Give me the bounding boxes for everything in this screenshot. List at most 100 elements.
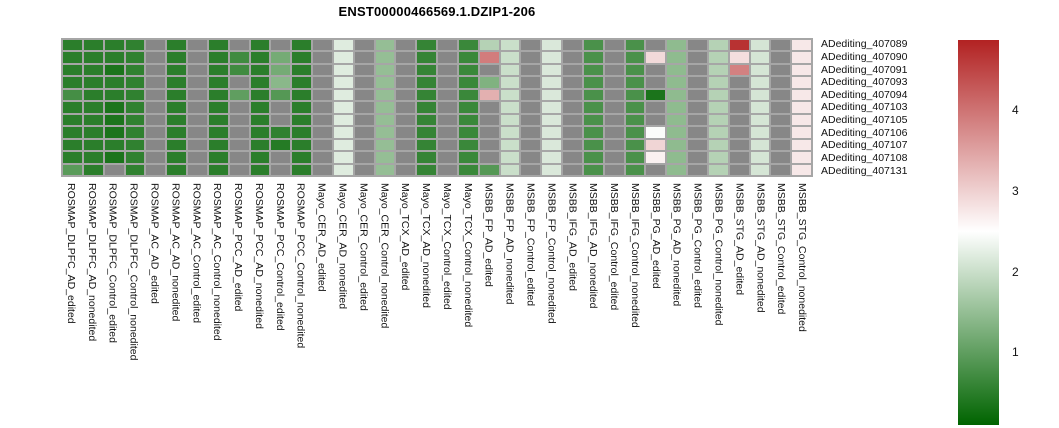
- heatmap-cell: [646, 52, 666, 63]
- column-label: Mayo_CER_Control_edited: [357, 183, 370, 311]
- heatmap-cell: [688, 164, 707, 175]
- heatmap-cell: [354, 64, 374, 76]
- heatmap-cell: [167, 152, 186, 163]
- heatmap-cell: [521, 52, 541, 63]
- column-label: MSBB_PG_Control_edited: [691, 183, 704, 308]
- heatmap-cell: [333, 40, 353, 51]
- heatmap-cell: [417, 52, 436, 63]
- heatmap-cell: [396, 164, 416, 175]
- heatmap-cell: [458, 64, 478, 76]
- heatmap-cell: [313, 114, 332, 126]
- heatmap-cell: [125, 64, 145, 76]
- heatmap-cell: [271, 102, 291, 113]
- heatmap-cell: [646, 152, 666, 163]
- heatmap-cell: [521, 152, 541, 163]
- heatmap-cell: [542, 77, 561, 88]
- heatmap-cell: [250, 64, 270, 76]
- heatmap-cell: [708, 40, 728, 51]
- row-label: ADediting_407103: [821, 101, 908, 114]
- heatmap-cell: [563, 102, 582, 113]
- heatmap-cell: [167, 89, 186, 101]
- heatmap-cell: [458, 164, 478, 175]
- heatmap-cell: [729, 139, 749, 151]
- heatmap-cell: [63, 52, 82, 63]
- heatmap-cell: [458, 152, 478, 163]
- heatmap-cell: [292, 139, 311, 151]
- heatmap-cell: [333, 164, 353, 175]
- heatmap-cell: [313, 40, 332, 51]
- heatmap-cell: [292, 152, 311, 163]
- heatmap-cell: [500, 152, 520, 163]
- heatmap-cell: [83, 89, 103, 101]
- column-label: MSBB_FP_AD_nonedited: [503, 183, 516, 305]
- heatmap-cell: [104, 77, 124, 88]
- heatmap-cell: [438, 102, 457, 113]
- heatmap-cell: [271, 52, 291, 63]
- heatmap-cell: [646, 89, 666, 101]
- heatmap-cell: [458, 139, 478, 151]
- heatmap-cell: [479, 164, 499, 175]
- heatmap-cell: [771, 52, 791, 63]
- heatmap-cell: [271, 89, 291, 101]
- heatmap-cell: [604, 139, 624, 151]
- heatmap-cell: [354, 139, 374, 151]
- heatmap-cell: [583, 152, 603, 163]
- column-label: ROSMAP_DLPFC_Control_edited: [106, 183, 119, 343]
- heatmap-cell: [396, 102, 416, 113]
- heatmap-cell: [83, 52, 103, 63]
- heatmap-cell: [771, 102, 791, 113]
- heatmap-cell: [583, 139, 603, 151]
- heatmap-cell: [188, 114, 207, 126]
- heatmap-cell: [500, 127, 520, 138]
- heatmap-cell: [500, 77, 520, 88]
- heatmap-cell: [458, 40, 478, 51]
- heatmap-cell: [458, 89, 478, 101]
- heatmap-cell: [229, 164, 249, 175]
- heatmap-cell: [458, 52, 478, 63]
- row-label: ADediting_407108: [821, 152, 908, 165]
- heatmap-cell: [667, 52, 686, 63]
- heatmap-cell: [83, 102, 103, 113]
- heatmap-cell: [417, 102, 436, 113]
- heatmap-cell: [521, 127, 541, 138]
- heatmap-cell: [750, 77, 770, 88]
- heatmap-cell: [167, 164, 186, 175]
- heatmap-cell: [396, 139, 416, 151]
- heatmap-cell: [396, 52, 416, 63]
- heatmap-cell: [167, 102, 186, 113]
- heatmap-cell: [583, 52, 603, 63]
- heatmap-cell: [479, 89, 499, 101]
- column-label: ROSMAP_PCC_Control_nonedited: [294, 183, 307, 349]
- heatmap-cell: [250, 77, 270, 88]
- heatmap-cell: [146, 77, 166, 88]
- heatmap-cell: [583, 89, 603, 101]
- heatmap-cell: [229, 102, 249, 113]
- heatmap-cell: [188, 152, 207, 163]
- heatmap-cell: [188, 64, 207, 76]
- heatmap-cell: [104, 40, 124, 51]
- heatmap-cell: [792, 40, 811, 51]
- heatmap-cell: [250, 164, 270, 175]
- heatmap-cell: [125, 77, 145, 88]
- heatmap-cell: [292, 102, 311, 113]
- heatmap-cell: [542, 127, 561, 138]
- heatmap-cell: [396, 77, 416, 88]
- heatmap-cell: [63, 40, 82, 51]
- heatmap-cell: [146, 164, 166, 175]
- heatmap-cell: [354, 127, 374, 138]
- heatmap-cell: [708, 152, 728, 163]
- heatmap-cell: [458, 127, 478, 138]
- column-label: ROSMAP_AC_AD_edited: [148, 183, 161, 304]
- heatmap-cell: [750, 64, 770, 76]
- heatmap-cell: [542, 52, 561, 63]
- heatmap-cell: [625, 127, 645, 138]
- heatmap-cell: [63, 164, 82, 175]
- heatmap-cell: [63, 77, 82, 88]
- heatmap-cell: [271, 114, 291, 126]
- chart-title: ENST00000466569.1.DZIP1-206: [338, 4, 536, 19]
- heatmap-cell: [271, 164, 291, 175]
- heatmap-cell: [646, 77, 666, 88]
- column-label: ROSMAP_DLPFC_AD_edited: [64, 183, 77, 324]
- heatmap-cell: [583, 127, 603, 138]
